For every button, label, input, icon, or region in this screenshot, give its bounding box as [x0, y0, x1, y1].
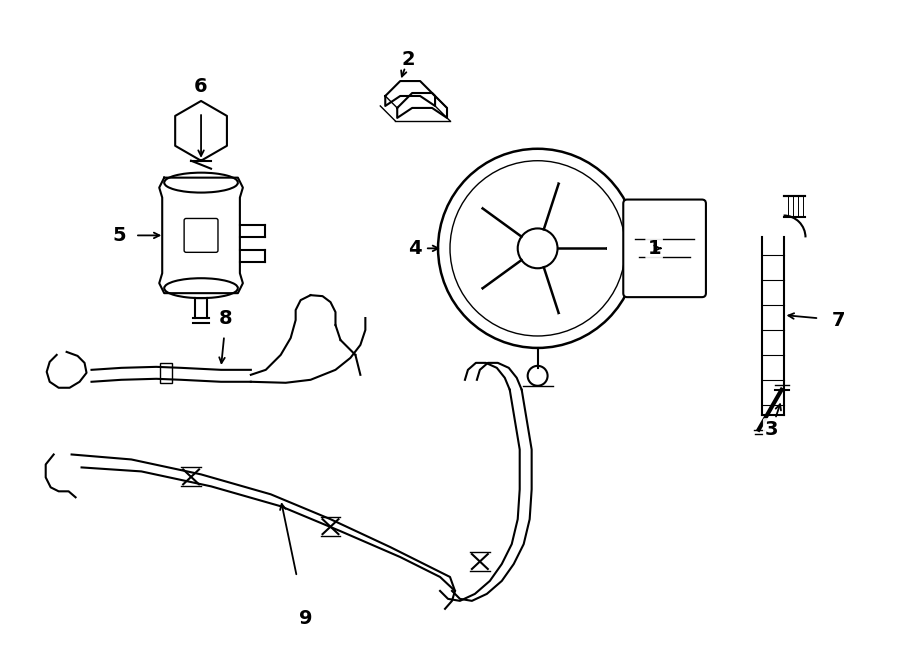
Polygon shape [526, 249, 586, 316]
Polygon shape [471, 188, 537, 249]
Text: 2: 2 [401, 50, 415, 69]
Polygon shape [176, 101, 227, 161]
Text: 7: 7 [832, 311, 845, 330]
Circle shape [518, 229, 557, 268]
Text: 8: 8 [219, 309, 233, 328]
Polygon shape [471, 249, 537, 309]
Polygon shape [537, 217, 606, 280]
Text: 9: 9 [299, 609, 312, 629]
Text: 5: 5 [112, 226, 126, 245]
Bar [160, 363, 172, 383]
FancyBboxPatch shape [624, 200, 706, 297]
Text: 4: 4 [409, 239, 422, 258]
Text: 1: 1 [647, 239, 661, 258]
Text: 3: 3 [765, 420, 778, 439]
Polygon shape [526, 180, 586, 249]
Text: 6: 6 [194, 77, 208, 96]
